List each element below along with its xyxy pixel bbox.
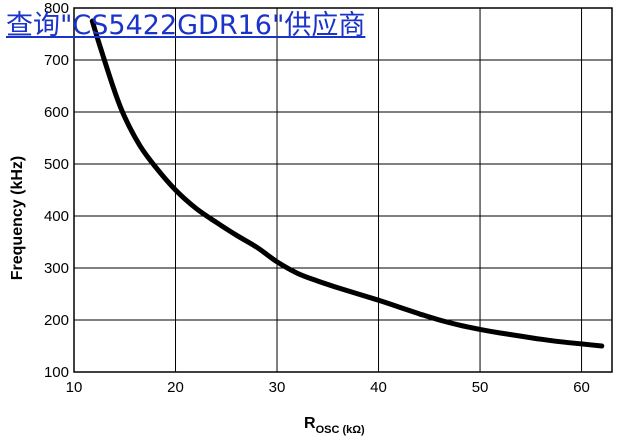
y-tick-label: 500	[44, 156, 69, 173]
x-tick-label: 20	[167, 379, 184, 396]
x-axis-label-main: R	[304, 415, 316, 432]
y-tick-label: 800	[44, 0, 69, 17]
x-tick-label: 10	[66, 379, 83, 396]
x-tick-label: 40	[370, 379, 387, 396]
plot-frame	[73, 7, 613, 373]
x-tick-labels: 10 20 30 40 50 60	[66, 379, 590, 396]
y-tick-labels: 100 200 300 400 500 600 700 800	[44, 0, 69, 381]
supplier-search-link[interactable]: 查询"CS5422GDR16"供应商	[6, 10, 366, 41]
x-tick-label: 50	[472, 379, 489, 396]
x-tick-label: 30	[269, 379, 286, 396]
x-axis-label-sub: OSC (kΩ)	[316, 424, 365, 436]
y-tick-label: 700	[44, 52, 69, 69]
x-axis-label: ROSC (kΩ)	[304, 415, 365, 436]
grid-lines	[73, 7, 612, 373]
y-axis-label: Frequency (kHz)	[9, 156, 26, 280]
y-tick-label: 600	[44, 104, 69, 121]
y-tick-label: 400	[44, 208, 69, 225]
x-tick-label: 60	[573, 379, 590, 396]
y-tick-label: 300	[44, 260, 69, 277]
y-tick-label: 100	[44, 364, 69, 381]
y-tick-label: 200	[44, 312, 69, 329]
series-line	[89, 18, 605, 349]
